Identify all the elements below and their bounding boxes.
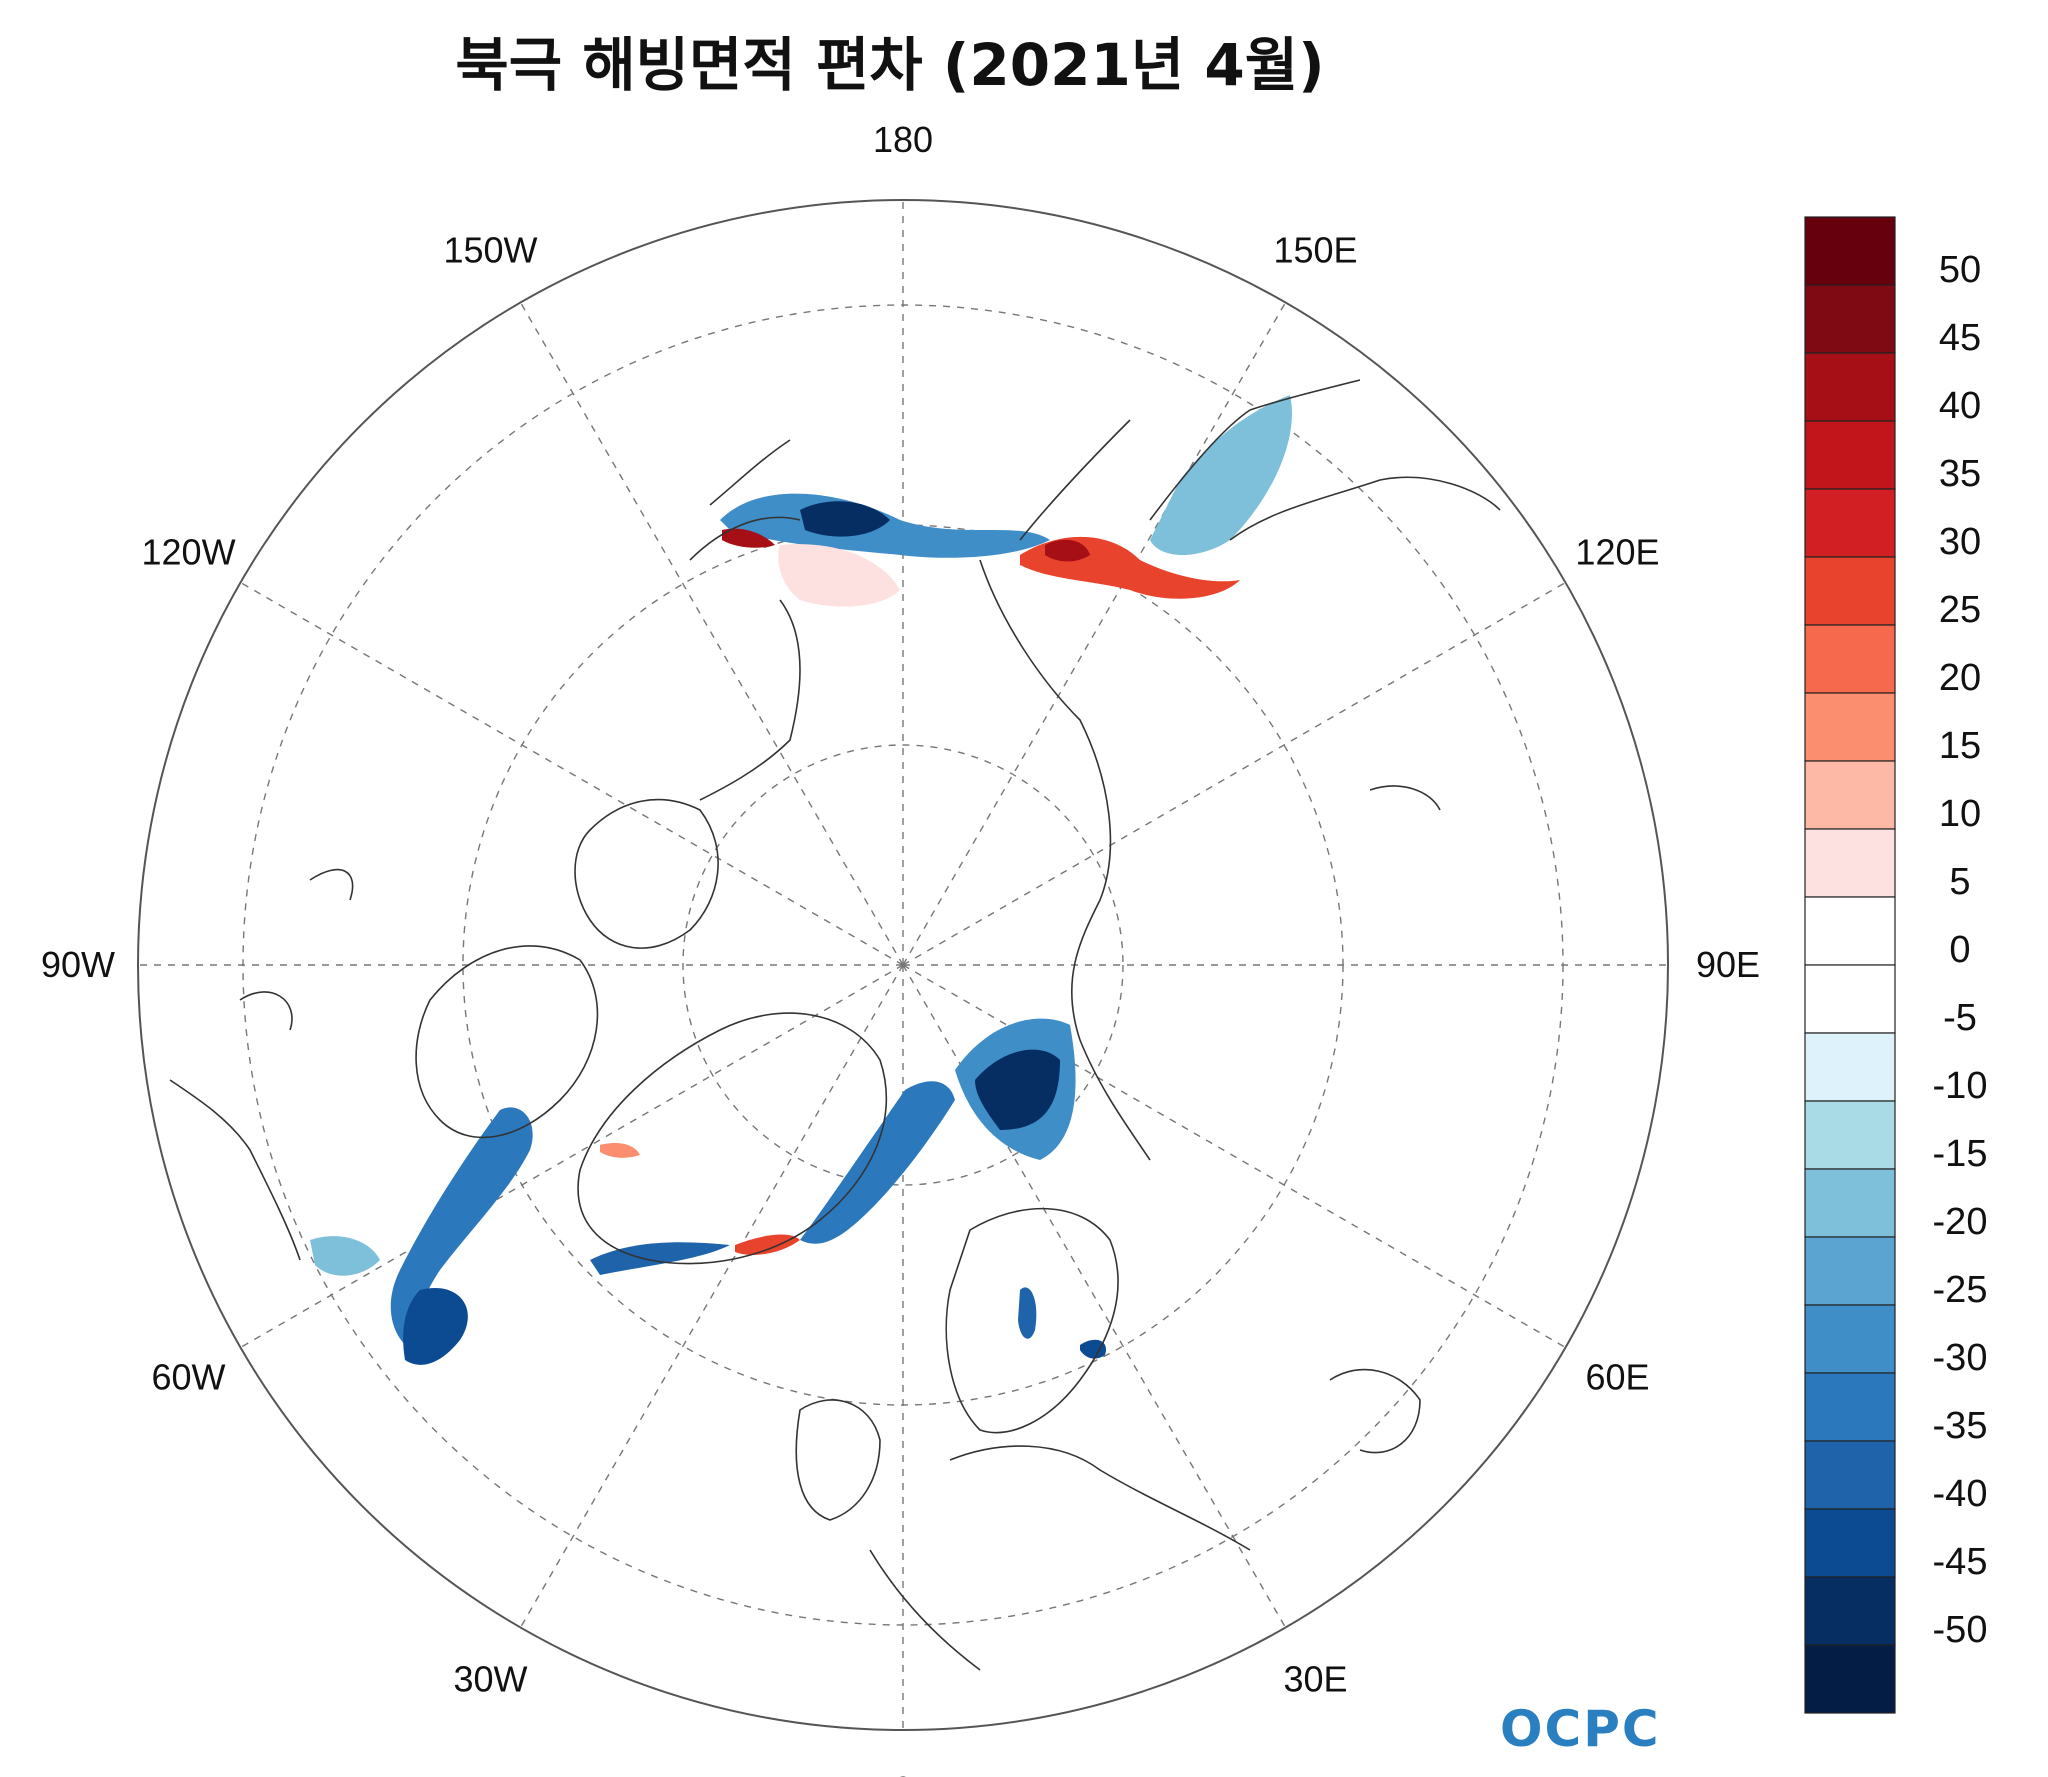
- meridian-line: [902, 581, 1566, 966]
- colorbar-label: 40: [1939, 385, 1981, 427]
- colorbar-label: 30: [1939, 521, 1981, 563]
- colorbar-swatch: [1804, 488, 1896, 558]
- longitude-label: 60W: [152, 1357, 226, 1398]
- colorbar-swatch: [1804, 624, 1896, 694]
- colorbar-swatch: [1804, 896, 1896, 966]
- meridian-line: [240, 581, 904, 966]
- longitude-label: 0: [893, 1769, 913, 1777]
- colorbar-swatch: [1804, 216, 1896, 286]
- meridian-line: [902, 302, 1287, 966]
- anomaly-positive-chukchi: [778, 544, 900, 607]
- colorbar-label: 15: [1939, 725, 1981, 767]
- colorbar-label: 0: [1949, 929, 1970, 971]
- colorbar-swatch: [1804, 1032, 1896, 1102]
- colorbar-swatch: [1804, 1644, 1896, 1714]
- anomaly-negative-barents-core: [975, 1049, 1060, 1130]
- longitude-label: 30E: [1283, 1658, 1347, 1699]
- longitude-label: 90E: [1696, 944, 1760, 985]
- colorbar-swatch: [1804, 556, 1896, 626]
- coastlines: [169, 379, 1501, 1671]
- anomaly-positive-chukchi-dark: [722, 528, 775, 548]
- longitude-label: 180: [873, 119, 933, 160]
- colorbar-label: 20: [1939, 657, 1981, 699]
- colorbar-label: -40: [1933, 1473, 1988, 1515]
- anomaly-negative-chukchi-core: [800, 501, 890, 537]
- anomaly-negative-denmark-strait: [590, 1242, 730, 1275]
- colorbar-label: -5: [1943, 997, 1977, 1039]
- colorbar-label: -35: [1933, 1405, 1988, 1447]
- colorbar-label: 35: [1939, 453, 1981, 495]
- colorbar-label: 45: [1939, 317, 1981, 359]
- colorbar-swatch: [1804, 1100, 1896, 1170]
- ocpc-logo: OCPC: [1500, 1700, 1661, 1758]
- colorbar-label: -25: [1933, 1269, 1988, 1311]
- anomaly-negative-labrador: [403, 1288, 468, 1365]
- colorbar-label: 50: [1939, 249, 1981, 291]
- colorbar-swatch: [1804, 1508, 1896, 1578]
- anomaly-positive-greenland-sea: [735, 1234, 800, 1255]
- meridian-line: [519, 302, 904, 966]
- colorbar-swatch: [1804, 1236, 1896, 1306]
- colorbar-swatch: [1804, 1440, 1896, 1510]
- longitude-label: 30W: [453, 1658, 527, 1699]
- meridian-line: [240, 964, 904, 1349]
- longitude-labels: 180 150E 120E 90E 60E 30E 0 30W 60W 90W 120W 150W: [41, 119, 1760, 1777]
- meridian-line: [519, 964, 904, 1628]
- longitude-label: 120E: [1575, 532, 1659, 573]
- map-title: 북극 해빙면적 편차 (2021년 4월): [455, 31, 1325, 99]
- colorbar-label: -45: [1933, 1541, 1988, 1583]
- longitude-label: 120W: [142, 532, 236, 573]
- colorbar-label: 10: [1939, 793, 1981, 835]
- anomaly-negative-baltic: [1018, 1287, 1037, 1339]
- colorbar-swatch: [1804, 1372, 1896, 1442]
- colorbar-swatch: [1804, 828, 1896, 898]
- colorbar-swatch: [1804, 352, 1896, 422]
- colorbar-swatch: [1804, 420, 1896, 490]
- colorbar-swatch: [1804, 1168, 1896, 1238]
- colorbar-swatch: [1804, 1576, 1896, 1646]
- colorbar-label: -50: [1933, 1609, 1988, 1651]
- colorbar-label: 5: [1949, 861, 1970, 903]
- colorbar-swatch: [1804, 1304, 1896, 1374]
- anomaly-negative-okhotsk: [1150, 395, 1292, 555]
- anomaly-negative-hudson: [310, 1236, 380, 1276]
- colorbar-label: -20: [1933, 1201, 1988, 1243]
- anomaly-fields: [310, 395, 1292, 1365]
- colorbar-label: -30: [1933, 1337, 1988, 1379]
- longitude-label: 150E: [1273, 230, 1357, 271]
- anomaly-positive-okhotsk-dark: [1045, 539, 1090, 562]
- anomaly-positive-baffin: [600, 1143, 640, 1158]
- longitude-label: 150W: [443, 230, 537, 271]
- colorbar-swatch: [1804, 692, 1896, 762]
- longitude-label: 90W: [41, 944, 115, 985]
- anomaly-negative-baltic-east: [1080, 1339, 1106, 1359]
- colorbar-swatch: [1804, 284, 1896, 354]
- colorbar-label: -10: [1933, 1065, 1988, 1107]
- colorbar: 50454035302520151050-5-10-15-20-25-30-35…: [1804, 216, 1988, 1714]
- colorbar-swatch: [1804, 760, 1896, 830]
- colorbar-label: 25: [1939, 589, 1981, 631]
- colorbar-swatch: [1804, 964, 1896, 1034]
- colorbar-label: -15: [1933, 1133, 1988, 1175]
- longitude-label: 60E: [1585, 1357, 1649, 1398]
